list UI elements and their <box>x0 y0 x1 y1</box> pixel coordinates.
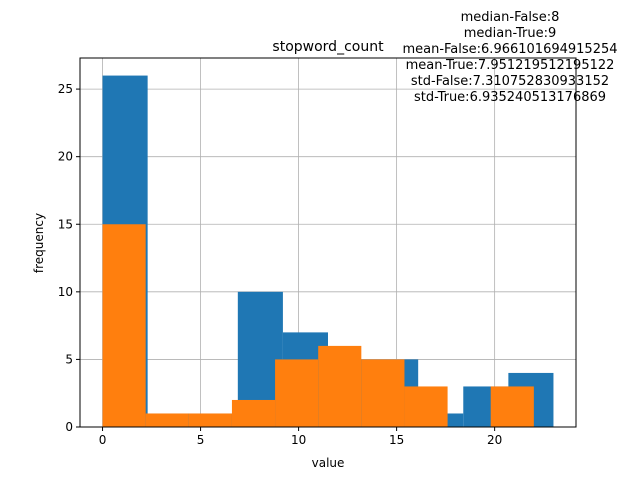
y-tick-label: 0 <box>65 420 73 434</box>
stats-line: mean-True:7.951219512195122 <box>406 58 615 73</box>
histogram-bars <box>102 75 554 428</box>
histogram-bar-series-2 <box>404 386 448 427</box>
stats-line: std-True:6.935240513176869 <box>414 90 606 105</box>
histogram-bar-series-2 <box>231 399 276 427</box>
histogram-bar-series-2 <box>318 345 362 427</box>
x-tick-label: 5 <box>197 433 205 447</box>
histogram-bar-series-2 <box>361 359 405 427</box>
x-tick-label: 10 <box>291 433 306 447</box>
chart-title: stopword_count <box>272 39 384 55</box>
stats-line: mean-False:6.966101694915254 <box>402 42 617 57</box>
y-tick-label: 15 <box>58 217 73 231</box>
stats-line: median-True:9 <box>464 26 557 41</box>
histogram-bar-series-2 <box>188 413 232 427</box>
plot-frame <box>79 57 577 428</box>
y-tick-label: 10 <box>58 285 73 299</box>
y-tick-label: 25 <box>58 82 73 96</box>
x-axis: 0 5 10 15 20 <box>99 427 502 447</box>
histogram-bar-series-2 <box>490 386 534 427</box>
histogram-bar-series-2 <box>145 413 189 427</box>
stats-line: median-False:8 <box>461 10 560 25</box>
y-tick-label: 5 <box>65 352 73 366</box>
histogram-bar-series-2 <box>102 224 146 427</box>
y-axis: 0 5 10 15 20 25 <box>58 82 80 434</box>
y-axis-label: frequency <box>32 213 46 273</box>
stats-line: std-False:7.310752830933152 <box>411 74 609 89</box>
x-tick-label: 20 <box>487 433 502 447</box>
x-tick-label: 0 <box>99 433 107 447</box>
x-axis-label: value <box>312 456 345 470</box>
stats-annotation: median-False:8 median-True:9 mean-False:… <box>402 10 617 105</box>
x-tick-label: 15 <box>389 433 404 447</box>
histogram-bar-series-2 <box>275 359 319 427</box>
y-tick-label: 20 <box>58 150 73 164</box>
